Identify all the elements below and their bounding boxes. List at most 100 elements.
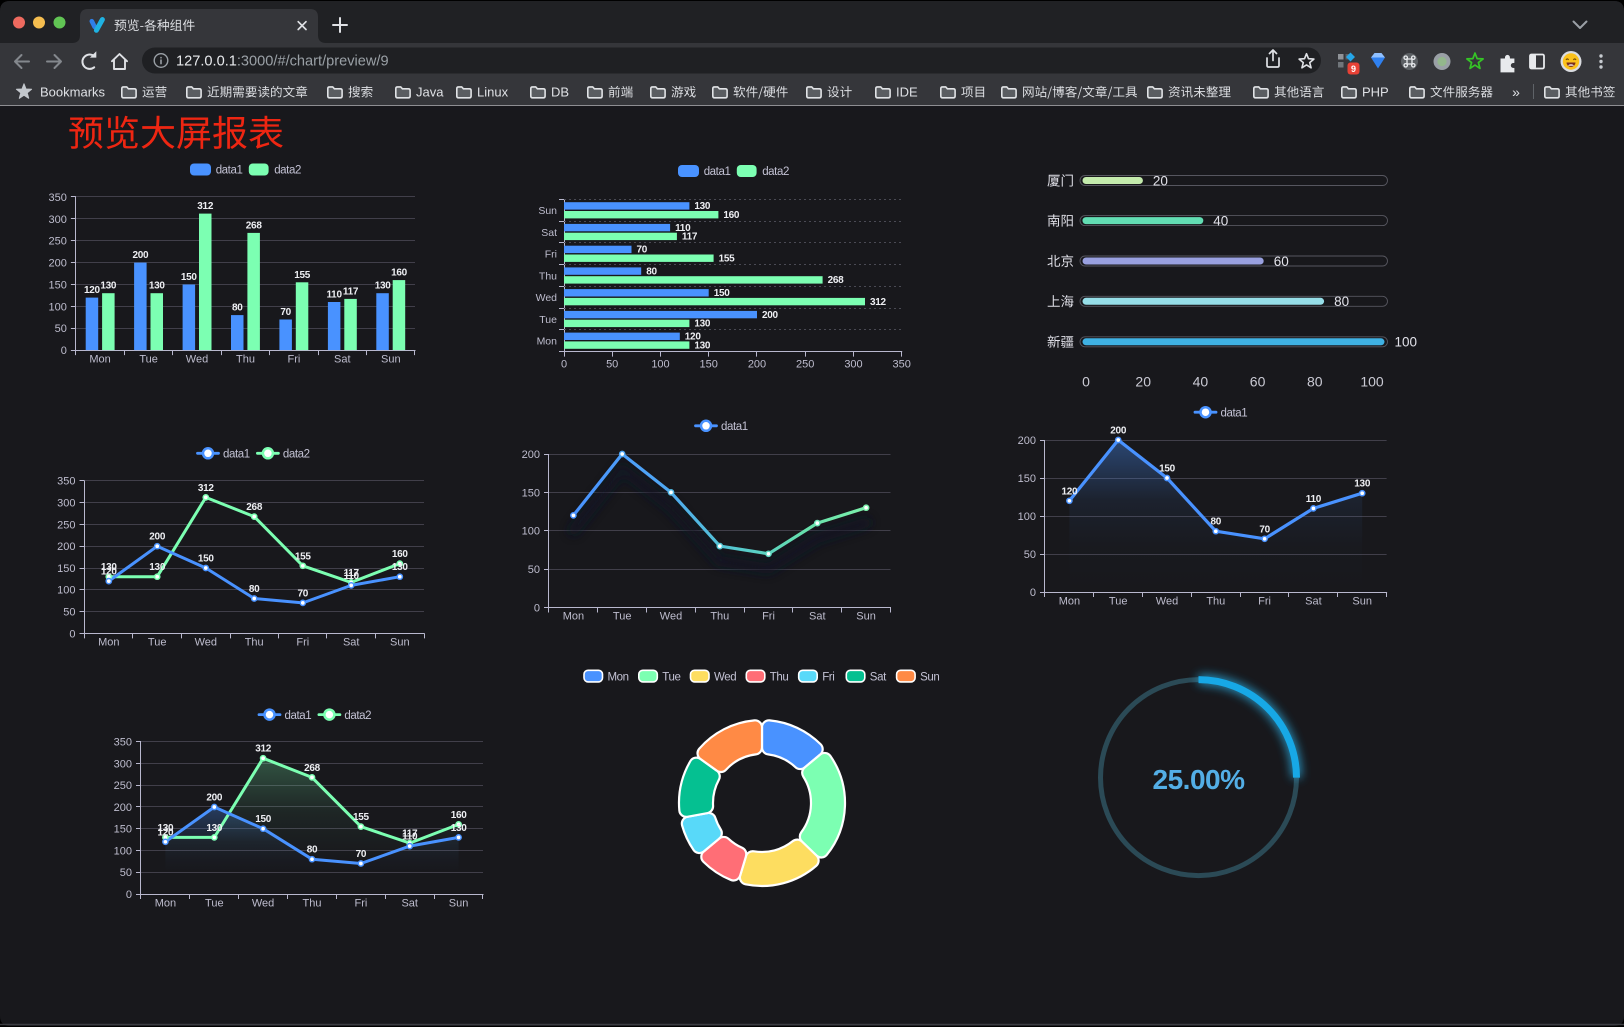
svg-text:70: 70 [356, 849, 367, 860]
svg-text:IDE: IDE [896, 85, 918, 100]
svg-text:Tue: Tue [539, 314, 557, 326]
svg-text:70: 70 [1259, 524, 1270, 535]
svg-text:Fri: Fri [762, 611, 775, 623]
svg-text:data1: data1 [1221, 407, 1248, 419]
svg-text:20: 20 [1153, 173, 1168, 188]
svg-text:160: 160 [723, 210, 740, 221]
svg-text:70: 70 [298, 588, 309, 599]
svg-text:Wed: Wed [195, 637, 217, 649]
svg-text:Linux: Linux [477, 85, 509, 100]
svg-text:200: 200 [762, 310, 779, 321]
svg-text:155: 155 [353, 812, 370, 823]
svg-text:data1: data1 [721, 421, 748, 433]
svg-text:Mon: Mon [89, 354, 110, 366]
svg-text:Thu: Thu [710, 611, 729, 623]
svg-text:130: 130 [158, 823, 175, 834]
svg-text:350: 350 [49, 192, 67, 204]
svg-text:130: 130 [451, 823, 468, 834]
svg-text:Java: Java [416, 85, 444, 100]
svg-text:155: 155 [719, 254, 736, 265]
svg-text:Wed: Wed [714, 671, 736, 683]
svg-text:Thu: Thu [770, 671, 789, 683]
svg-text:200: 200 [149, 532, 166, 543]
svg-text:9: 9 [1351, 64, 1356, 74]
svg-text:70: 70 [280, 307, 291, 318]
svg-text:50: 50 [63, 607, 75, 619]
svg-text:117: 117 [343, 286, 359, 297]
svg-text:Fri: Fri [296, 637, 309, 649]
svg-text:130: 130 [149, 562, 166, 573]
svg-text:120: 120 [685, 332, 702, 343]
svg-text:Mon: Mon [1059, 596, 1080, 608]
svg-text:200: 200 [1110, 426, 1127, 437]
svg-text:130: 130 [149, 281, 166, 292]
svg-text:120: 120 [158, 827, 175, 838]
svg-text:50: 50 [1024, 549, 1036, 561]
svg-text:160: 160 [392, 549, 409, 560]
svg-text:Thu: Thu [1206, 596, 1225, 608]
svg-text:300: 300 [49, 214, 67, 226]
svg-text:350: 350 [893, 359, 911, 371]
svg-text:100: 100 [1395, 335, 1418, 350]
svg-text:200: 200 [522, 449, 540, 461]
svg-text:150: 150 [49, 279, 67, 291]
svg-text:Sat: Sat [809, 611, 826, 623]
svg-text:150: 150 [255, 814, 272, 825]
svg-text:Thu: Thu [236, 354, 255, 366]
svg-text:40: 40 [1213, 213, 1228, 228]
svg-text:80: 80 [1307, 374, 1323, 390]
svg-text:150: 150 [198, 554, 215, 565]
svg-text:100: 100 [651, 359, 669, 371]
svg-text:110: 110 [344, 571, 360, 582]
svg-text:150: 150 [181, 272, 198, 283]
svg-text:Sat: Sat [343, 637, 360, 649]
svg-text:80: 80 [232, 303, 243, 314]
svg-text:300: 300 [114, 758, 132, 770]
svg-text:Tue: Tue [139, 354, 158, 366]
svg-text:312: 312 [870, 297, 887, 308]
svg-text:110: 110 [402, 832, 418, 843]
svg-text:Tue: Tue [1109, 596, 1128, 608]
svg-text:Sat: Sat [870, 671, 887, 683]
svg-text:60: 60 [1274, 254, 1289, 269]
svg-text:130: 130 [694, 201, 711, 212]
svg-text:data2: data2 [344, 710, 371, 722]
svg-text:200: 200 [49, 258, 67, 270]
svg-text:Bookmarks: Bookmarks [40, 85, 106, 100]
svg-text:312: 312 [197, 201, 214, 212]
svg-text:Tue: Tue [613, 611, 632, 623]
svg-text:50: 50 [55, 323, 67, 335]
svg-text:Sun: Sun [856, 611, 876, 623]
svg-text:268: 268 [246, 220, 263, 231]
svg-text:80: 80 [249, 584, 260, 595]
svg-text:Sat: Sat [401, 898, 418, 910]
svg-text:130: 130 [1354, 479, 1371, 490]
svg-text:data1: data1 [223, 449, 250, 461]
svg-text:350: 350 [114, 737, 132, 749]
svg-text:Sun: Sun [920, 671, 939, 683]
svg-text:150: 150 [714, 288, 731, 299]
svg-text:110: 110 [326, 290, 342, 301]
svg-text:80: 80 [1334, 294, 1349, 309]
svg-text:312: 312 [255, 744, 272, 755]
svg-text:0: 0 [61, 345, 67, 357]
svg-text:Wed: Wed [252, 898, 274, 910]
svg-text:20: 20 [1135, 374, 1151, 390]
svg-text:Tue: Tue [148, 637, 167, 649]
svg-text:80: 80 [646, 266, 657, 277]
svg-text:data2: data2 [762, 166, 789, 178]
svg-text:Wed: Wed [660, 611, 682, 623]
svg-text:50: 50 [606, 359, 618, 371]
svg-text:Thu: Thu [303, 898, 322, 910]
svg-text:Sun: Sun [538, 205, 557, 217]
svg-text:Mon: Mon [155, 898, 176, 910]
svg-text:130: 130 [694, 319, 711, 330]
svg-text:268: 268 [246, 502, 263, 513]
svg-text:Fri: Fri [354, 898, 367, 910]
svg-text:50: 50 [528, 564, 540, 576]
svg-text:130: 130 [375, 281, 392, 292]
svg-text:120: 120 [101, 567, 118, 578]
svg-text:Fri: Fri [545, 249, 557, 261]
svg-text:0: 0 [1082, 374, 1090, 390]
svg-text:60: 60 [1250, 374, 1266, 390]
